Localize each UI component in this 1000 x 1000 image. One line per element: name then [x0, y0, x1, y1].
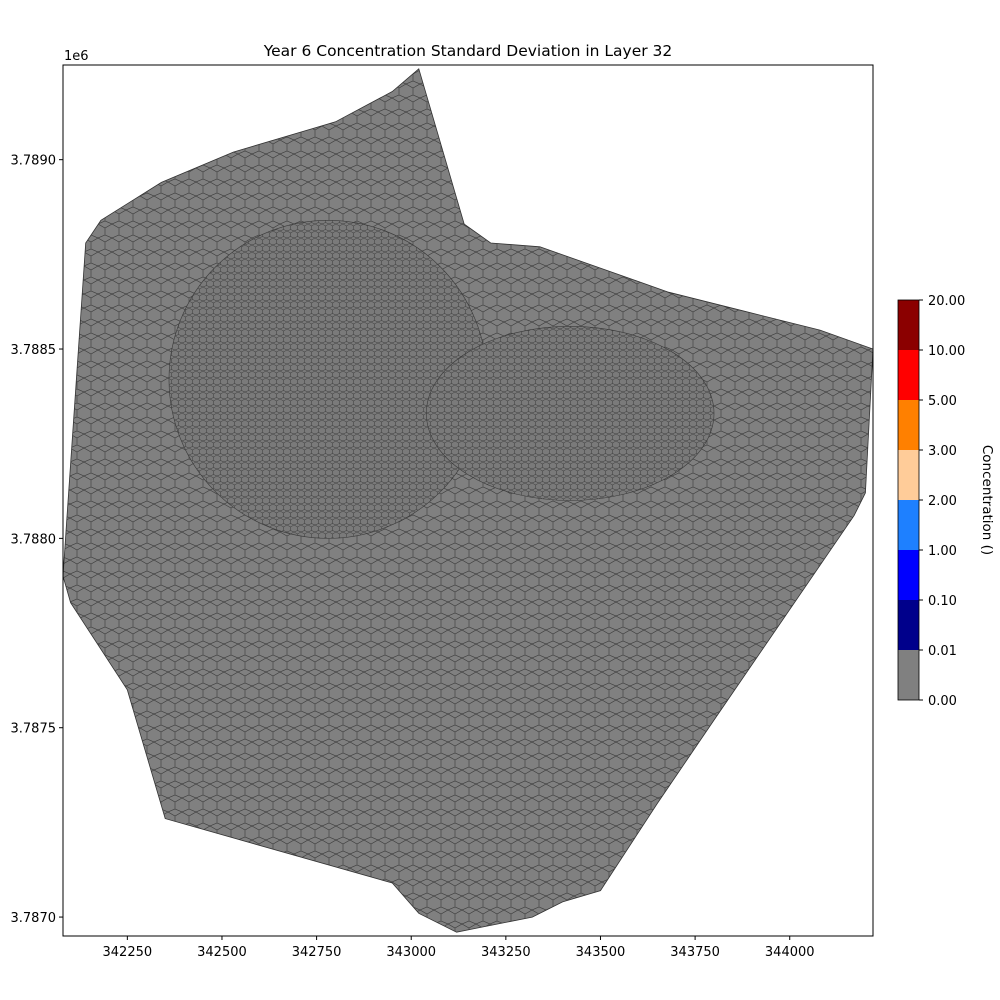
colorbar-tick-label: 2.00: [928, 494, 957, 509]
colorbar-tick-label: 0.10: [928, 594, 957, 609]
x-tick-label: 342250: [103, 945, 153, 960]
plot-area: [63, 68, 873, 933]
x-tick-label: 342750: [292, 945, 342, 960]
refined-zone-1: [426, 325, 715, 501]
x-tick-label: 343250: [481, 945, 531, 960]
y-tick-label: 3.7890: [11, 154, 57, 169]
refined-mesh-zones: [168, 219, 715, 539]
x-tick-label: 343000: [386, 945, 436, 960]
y-offset-label: 1e6: [64, 49, 89, 64]
axes-frame: [62, 64, 874, 937]
colorbar-tick-label: 3.00: [928, 444, 957, 459]
colorbar-segment: [898, 600, 919, 650]
colorbar-segment: [898, 650, 919, 700]
x-tick-label: 342500: [197, 945, 247, 960]
colorbar-tick-label: 5.00: [928, 394, 957, 409]
colorbar-label: Concentration (): [979, 445, 995, 555]
x-tick-label: 344000: [765, 945, 815, 960]
colorbar-segment: [898, 550, 919, 600]
y-tick-label: 3.7875: [11, 722, 57, 737]
colorbar-tick-label: 0.01: [928, 644, 957, 659]
y-tick-label: 3.7870: [11, 911, 57, 926]
x-axis-ticks: 342250 342500 342750 343000 343250 343500 3437…: [103, 936, 815, 960]
colorbar-segment: [898, 300, 919, 350]
colorbar-segment: [898, 400, 919, 450]
colorbar-segment: [898, 500, 919, 550]
y-axis-ticks: 3.7870 3.7875 3.7880 3.7885 3.7890: [11, 154, 63, 926]
mesh-domain: [63, 68, 873, 933]
colorbar-segment: [898, 450, 919, 500]
colorbar: 0.00 0.01 0.10 1.00 2.00 3.00 5.00 10.00 20.00: [897, 294, 965, 709]
x-tick-label: 343500: [576, 945, 626, 960]
colorbar-tick-label: 1.00: [928, 544, 957, 559]
chart-title: Year 6 Concentration Standard Deviation …: [263, 42, 673, 60]
colorbar-tick-label: 0.00: [928, 694, 957, 709]
colorbar-segment: [898, 350, 919, 400]
y-tick-label: 3.7885: [11, 343, 57, 358]
colorbar-tick-label: 10.00: [928, 344, 965, 359]
x-tick-label: 343750: [670, 945, 720, 960]
colorbar-tick-label: 20.00: [928, 294, 965, 309]
y-tick-label: 3.7880: [11, 532, 57, 547]
